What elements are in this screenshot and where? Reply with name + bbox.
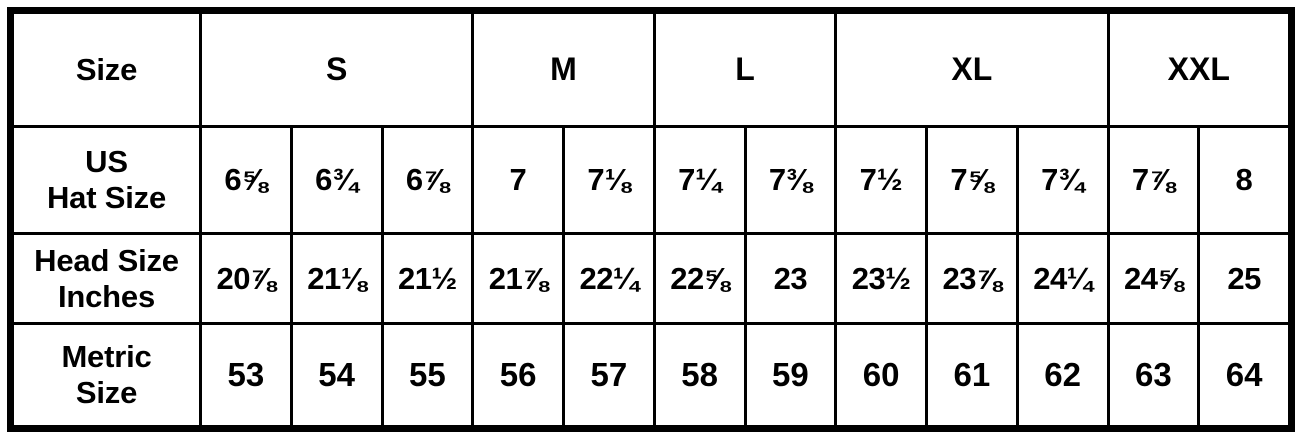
cell-us-hat-size-1: 6⅝ bbox=[199, 125, 293, 235]
cell-metric-size-12: 64 bbox=[1197, 322, 1291, 428]
header-label-size: Size bbox=[11, 11, 202, 128]
size-group-s: S bbox=[198, 11, 475, 128]
cell-head-size-inches-8: 23½ bbox=[834, 232, 928, 325]
row-label-head-size-inches: Head Size Inches bbox=[11, 232, 202, 325]
cell-metric-size-10: 62 bbox=[1015, 322, 1110, 428]
cell-us-hat-size-3: 6⅞ bbox=[380, 125, 475, 235]
cell-head-size-inches-10: 24¼ bbox=[1015, 232, 1110, 325]
cell-metric-size-5: 57 bbox=[562, 322, 656, 428]
row-label-line-1: US bbox=[85, 144, 128, 180]
hat-size-chart-table: Size S M L XL XXL US Hat Size 6⅝ 6¾ 6⅞ 7… bbox=[7, 7, 1295, 432]
cell-head-size-inches-2: 21⅛ bbox=[289, 232, 384, 325]
row-label-line-2: Inches bbox=[57, 278, 155, 314]
cell-metric-size-11: 63 bbox=[1106, 322, 1201, 428]
table-row-us-hat-size: US Hat Size 6⅝ 6¾ 6⅞ 7 7⅛ 7¼ 7⅜ 7½ 7⅝ 7¾… bbox=[11, 125, 1291, 235]
cell-metric-size-2: 54 bbox=[289, 322, 384, 428]
cell-us-hat-size-4: 7 bbox=[471, 125, 565, 235]
size-group-m: M bbox=[471, 11, 656, 128]
size-group-xxl: XXL bbox=[1106, 11, 1291, 128]
size-group-l: L bbox=[652, 11, 838, 128]
table-row-header: Size S M L XL XXL bbox=[11, 11, 1291, 128]
cell-head-size-inches-4: 21⅞ bbox=[471, 232, 565, 325]
cell-metric-size-4: 56 bbox=[471, 322, 565, 428]
row-label-metric-size: Metric Size bbox=[11, 322, 202, 428]
row-label-us-hat-size: US Hat Size bbox=[11, 125, 202, 235]
row-label-line-1: Metric bbox=[61, 339, 152, 375]
cell-metric-size-7: 59 bbox=[743, 322, 838, 428]
cell-head-size-inches-9: 23⅞ bbox=[925, 232, 1019, 325]
cell-head-size-inches-3: 21½ bbox=[380, 232, 475, 325]
cell-head-size-inches-11: 24⅝ bbox=[1106, 232, 1201, 325]
cell-us-hat-size-2: 6¾ bbox=[289, 125, 384, 235]
table-row-head-size-inches: Head Size Inches 20⅞ 21⅛ 21½ 21⅞ 22¼ 22⅝… bbox=[11, 232, 1291, 325]
cell-metric-size-6: 58 bbox=[652, 322, 747, 428]
cell-us-hat-size-9: 7⅝ bbox=[925, 125, 1019, 235]
row-label-line-1: Head Size bbox=[34, 242, 179, 278]
cell-head-size-inches-1: 20⅞ bbox=[199, 232, 293, 325]
cell-us-hat-size-8: 7½ bbox=[834, 125, 928, 235]
row-label-line-2: Hat Size bbox=[47, 180, 166, 215]
cell-us-hat-size-10: 7¾ bbox=[1015, 125, 1110, 235]
cell-metric-size-3: 55 bbox=[380, 322, 475, 428]
cell-us-hat-size-5: 7⅛ bbox=[562, 125, 656, 235]
cell-metric-size-8: 60 bbox=[834, 322, 928, 428]
cell-metric-size-9: 61 bbox=[925, 322, 1019, 428]
cell-us-hat-size-11: 7⅞ bbox=[1106, 125, 1201, 235]
cell-head-size-inches-6: 22⅝ bbox=[652, 232, 747, 325]
cell-us-hat-size-12: 8 bbox=[1197, 125, 1291, 235]
cell-head-size-inches-7: 23 bbox=[743, 232, 838, 325]
cell-head-size-inches-5: 22¼ bbox=[562, 232, 656, 325]
cell-us-hat-size-7: 7⅜ bbox=[743, 125, 838, 235]
cell-metric-size-1: 53 bbox=[199, 322, 293, 428]
table-body: Size S M L XL XXL US Hat Size 6⅝ 6¾ 6⅞ 7… bbox=[11, 11, 1291, 428]
size-group-xl: XL bbox=[834, 11, 1110, 128]
cell-head-size-inches-12: 25 bbox=[1197, 232, 1291, 325]
row-label-line-2: Size bbox=[75, 375, 138, 410]
table-row-metric-size: Metric Size 53 54 55 56 57 58 59 60 61 6… bbox=[11, 322, 1291, 428]
cell-us-hat-size-6: 7¼ bbox=[652, 125, 747, 235]
